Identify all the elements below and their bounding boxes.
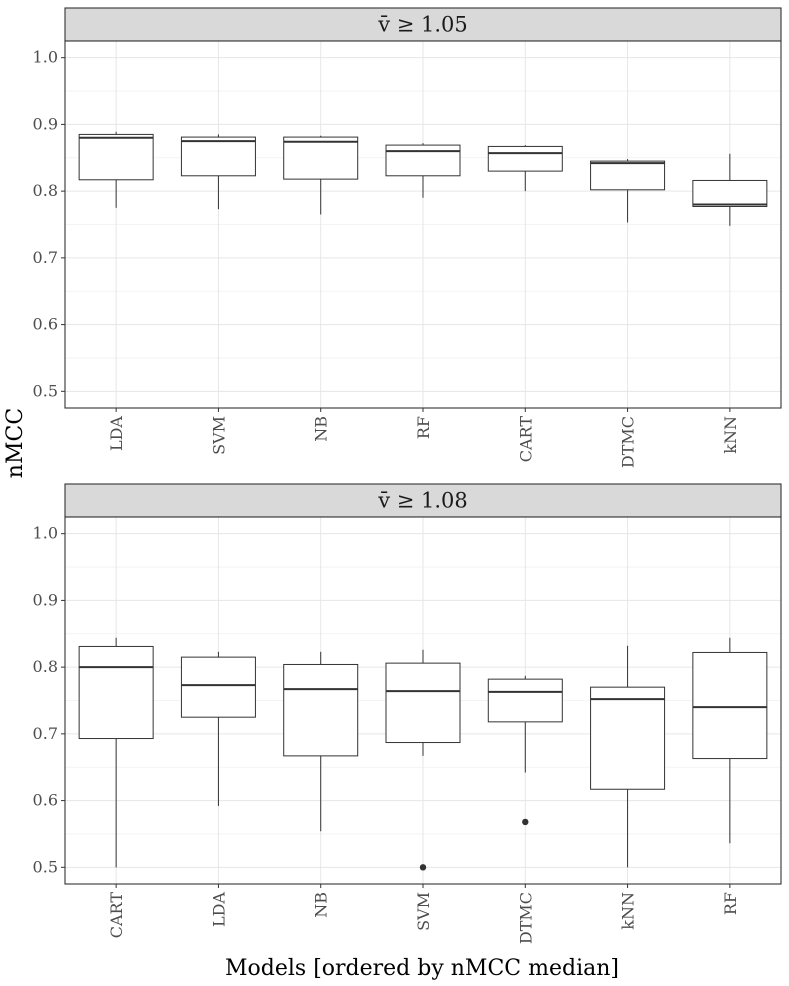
category-label-dtmc: DTMC (516, 892, 535, 944)
outlier-point (419, 864, 427, 871)
category-label-knn: kNN (619, 892, 638, 930)
y-tick-label: 1.0 (33, 524, 58, 543)
category-label-rf: RF (721, 892, 740, 915)
box-iqr (385, 662, 461, 744)
category-label-cart: CART (107, 892, 126, 939)
box-lda (78, 131, 154, 208)
box-iqr (590, 160, 666, 191)
y-tick-label: 0.9 (33, 114, 58, 133)
box-svm (385, 649, 461, 871)
box-iqr (692, 651, 768, 760)
category-label-rf: RF (414, 416, 433, 439)
y-tick-label: 0.8 (33, 657, 58, 676)
outlier-point (522, 818, 529, 826)
box-iqr (283, 136, 359, 180)
panel-1: v̄ ≥ 1.05 0.5 0.6 0.7 0.8 0.9 1.0 LDA SVM NB RF CAR… (33, 7, 782, 468)
x-axis-title: Models [ordered by nMCC median] (225, 956, 619, 981)
category-label-lda: LDA (209, 892, 228, 927)
box-iqr (590, 686, 666, 790)
y-tick-label: 0.6 (33, 791, 58, 810)
category-label-nb: NB (312, 892, 331, 918)
y-tick-label: 0.8 (33, 181, 58, 200)
y-tick-label: 0.9 (33, 590, 58, 609)
y-tick-label: 0.5 (33, 857, 58, 876)
box-cart (487, 145, 563, 192)
box-nb (283, 651, 359, 832)
strip-header (64, 483, 782, 518)
box-rf (385, 143, 461, 198)
box-iqr (283, 663, 359, 757)
box-nb (283, 135, 359, 215)
category-label-knn: kNN (721, 416, 740, 454)
y-axis-title: nMCC (3, 408, 28, 478)
y-tick-label: 0.7 (33, 248, 58, 267)
category-label-svm: SVM (414, 892, 433, 931)
strip-header (64, 7, 782, 42)
category-label-cart: CART (516, 416, 535, 463)
box-rf (692, 637, 768, 844)
strip-label: v̄ ≥ 1.08 (377, 489, 468, 513)
box-iqr (487, 678, 563, 723)
box-iqr (78, 133, 154, 181)
box-iqr (385, 144, 461, 177)
box-iqr (692, 179, 768, 207)
box-dtmc (590, 159, 666, 223)
box-knn (590, 645, 666, 868)
box-iqr (487, 145, 563, 172)
panel-2: v̄ ≥ 1.08 0.5 0.6 0.7 0.8 0.9 1.0 CART LDA NB SVM D… (33, 483, 782, 944)
box-iqr (180, 656, 256, 718)
box-cart (78, 637, 154, 868)
category-label-dtmc: DTMC (619, 416, 638, 468)
box-lda (180, 651, 256, 806)
y-tick-label: 0.7 (33, 724, 58, 743)
category-label-lda: LDA (107, 416, 126, 451)
category-label-svm: SVM (209, 416, 228, 455)
strip-label: v̄ ≥ 1.05 (377, 13, 468, 37)
box-dtmc (487, 675, 563, 826)
category-label-nb: NB (312, 416, 331, 442)
box-knn (692, 153, 768, 226)
box-iqr (78, 645, 154, 740)
y-tick-label: 0.6 (33, 315, 58, 334)
panels: v̄ ≥ 1.05 0.5 0.6 0.7 0.8 0.9 1.0 LDA SVM NB RF CAR… (33, 7, 782, 944)
box-svm (180, 134, 256, 210)
y-tick-label: 1.0 (33, 48, 58, 67)
y-tick-label: 0.5 (33, 381, 58, 400)
box-iqr (180, 136, 256, 177)
